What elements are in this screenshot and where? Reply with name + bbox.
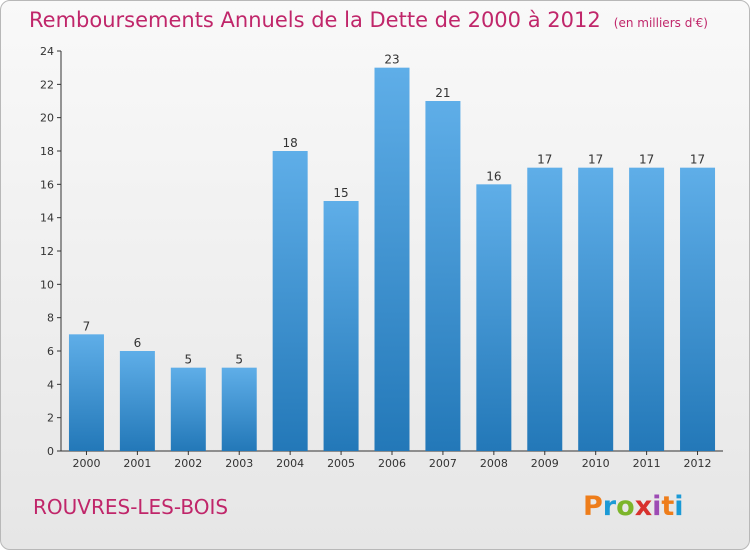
x-tick-label: 2010 [582, 457, 610, 470]
bar [68, 334, 104, 451]
chart-title-text: Remboursements Annuels de la Dette de 20… [29, 8, 601, 32]
y-tick-label: 0 [47, 445, 54, 458]
x-tick-label: 2011 [633, 457, 661, 470]
y-tick-label: 6 [47, 345, 54, 358]
x-tick-label: 2012 [684, 457, 712, 470]
data-label: 18 [283, 136, 298, 150]
x-tick-label: 2000 [72, 457, 100, 470]
proxiti-logo: Proxiti [583, 491, 684, 522]
data-label: 17 [639, 153, 654, 167]
bar [374, 67, 410, 452]
y-tick-label: 8 [47, 312, 54, 325]
x-tick-label: 2006 [378, 457, 406, 470]
y-tick-label: 20 [40, 112, 54, 125]
bar [680, 167, 716, 451]
y-tick-label: 18 [40, 145, 54, 158]
data-label: 17 [537, 153, 552, 167]
bar [629, 167, 665, 451]
x-tick-label: 2009 [531, 457, 559, 470]
data-label: 21 [435, 86, 450, 100]
data-label: 17 [588, 153, 603, 167]
bar [170, 367, 206, 451]
chart-title: Remboursements Annuels de la Dette de 20… [29, 8, 708, 32]
data-label: 23 [384, 53, 399, 67]
x-tick-label: 2008 [480, 457, 508, 470]
x-tick-label: 2007 [429, 457, 457, 470]
chart-labels: 2000 7 2001 6 2002 5 2003 5 2004 18 2005 15 2006 23 20… [72, 53, 711, 470]
y-tick-label: 12 [40, 245, 54, 258]
data-label: 16 [486, 169, 501, 183]
data-label: 17 [690, 153, 705, 167]
y-tick-label: 4 [47, 378, 54, 391]
bar [527, 167, 563, 451]
y-tick-label: 24 [40, 45, 54, 58]
y-tick-label: 22 [40, 78, 54, 91]
bar [272, 151, 308, 451]
x-tick-label: 2001 [123, 457, 151, 470]
y-tick-label: 14 [40, 212, 54, 225]
x-tick-label: 2004 [276, 457, 304, 470]
data-label: 15 [333, 186, 348, 200]
x-tick-label: 2002 [174, 457, 202, 470]
y-tick-label: 2 [47, 412, 54, 425]
chart-unit: (en milliers d'€) [613, 16, 708, 30]
y-tick-label: 10 [40, 278, 54, 291]
commune-name: ROUVRES-LES-BOIS [33, 495, 229, 519]
bar [221, 367, 257, 451]
bar [578, 167, 614, 451]
bar [119, 351, 155, 451]
y-tick-label: 16 [40, 178, 54, 191]
data-label: 7 [83, 319, 91, 333]
bar [476, 184, 512, 452]
x-tick-label: 2005 [327, 457, 355, 470]
data-label: 6 [134, 336, 142, 350]
chart-bars [68, 67, 716, 452]
x-tick-label: 2003 [225, 457, 253, 470]
data-label: 5 [235, 353, 243, 367]
data-label: 5 [184, 353, 192, 367]
bar [323, 201, 359, 451]
bar [425, 101, 461, 451]
